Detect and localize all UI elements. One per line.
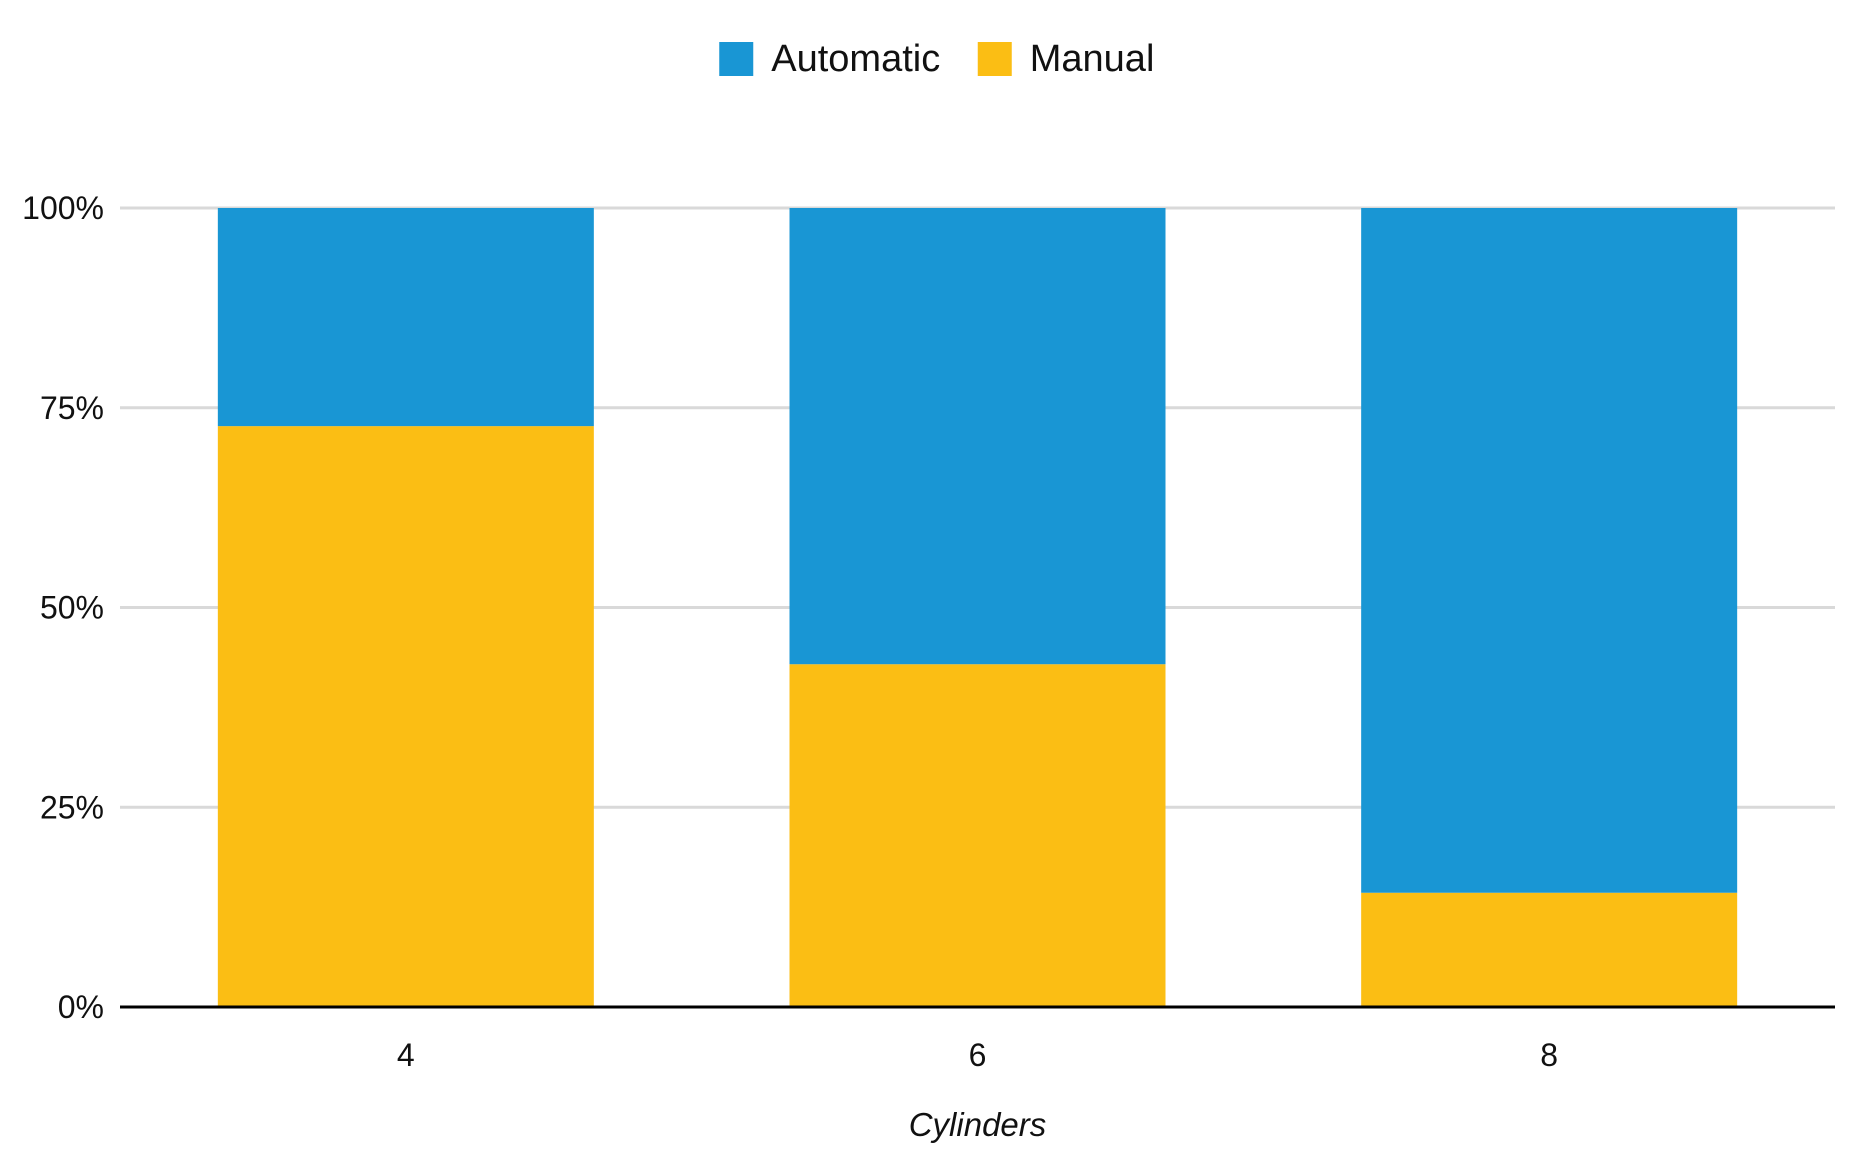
bar-automatic-6 [789, 208, 1166, 665]
y-tick-label-50: 50% [40, 590, 104, 626]
bar-manual-8 [1361, 892, 1738, 1007]
bar-manual-6 [789, 664, 1166, 1007]
legend-label-automatic: Automatic [771, 38, 940, 80]
bar-automatic-8 [1361, 208, 1738, 893]
bar-automatic-4 [217, 208, 594, 427]
x-axis-title: Cylinders [909, 1106, 1047, 1143]
y-tick-label-100: 100% [22, 190, 104, 226]
y-tick-label-0: 0% [58, 989, 104, 1025]
bars [217, 208, 1738, 1007]
x-axis-tick-labels: 4 6 8 [397, 1037, 1558, 1073]
legend: Automatic Manual [719, 38, 1154, 80]
y-axis-tick-labels: 0% 25% 50% 75% 100% [22, 190, 104, 1025]
bar-manual-4 [217, 426, 594, 1007]
y-tick-label-25: 25% [40, 789, 104, 825]
y-tick-label-75: 75% [40, 390, 104, 426]
legend-label-manual: Manual [1030, 38, 1155, 80]
legend-swatch-automatic [719, 42, 754, 76]
x-tick-label-6: 6 [969, 1037, 987, 1073]
legend-swatch-manual [977, 42, 1012, 76]
x-tick-label-4: 4 [397, 1037, 415, 1073]
x-tick-label-8: 8 [1540, 1037, 1558, 1073]
